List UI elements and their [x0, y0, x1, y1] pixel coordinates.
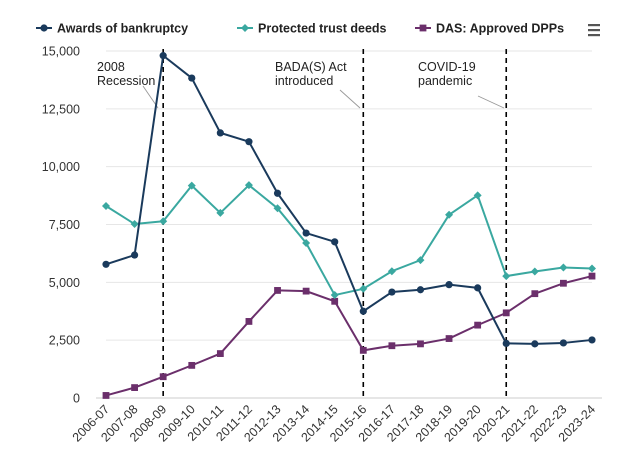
data-point-das-approved-dpps: [417, 340, 424, 348]
data-point-das-approved-dpps: [102, 392, 110, 399]
data-point-protected-trust-deeds: [559, 263, 568, 272]
data-point-das-approved-dpps: [188, 361, 196, 369]
data-point-awards-of-bankruptcy: [388, 288, 396, 296]
data-point-das-approved-dpps: [216, 350, 224, 357]
annotation-text-covid: pandemic: [418, 74, 472, 88]
data-point-awards-of-bankruptcy: [502, 339, 510, 348]
y-tick-label: 2,500: [49, 334, 80, 348]
data-point-das-approved-dpps: [445, 335, 453, 342]
data-point-awards-of-bankruptcy: [102, 260, 110, 268]
annotation-connector-covid: [477, 95, 505, 109]
y-tick-label: 5,000: [49, 276, 80, 290]
annotation-text-bada: introduced: [275, 74, 333, 88]
data-point-das-approved-dpps: [245, 318, 253, 325]
data-point-protected-trust-deeds: [588, 264, 596, 273]
data-point-das-approved-dpps: [502, 309, 510, 317]
series-line-protected-trust-deeds: [105, 184, 593, 297]
data-point-protected-trust-deeds: [216, 208, 225, 217]
legend-item-awards-of-bankruptcy[interactable]: Awards of bankruptcy: [36, 22, 188, 36]
data-point-awards-of-bankruptcy: [531, 340, 539, 348]
data-point-protected-trust-deeds: [187, 181, 196, 190]
data-point-protected-trust-deeds: [530, 267, 539, 276]
data-point-protected-trust-deeds: [359, 284, 368, 293]
data-point-das-approved-dpps: [359, 346, 367, 354]
annotation-text-bada: BADA(S) Act: [275, 60, 347, 74]
data-point-awards-of-bankruptcy: [188, 74, 196, 82]
annotation-text-recession: Recession: [97, 74, 155, 88]
annotation-connector-bada: [339, 89, 361, 109]
y-tick-label: 0: [73, 392, 80, 406]
data-point-protected-trust-deeds: [159, 217, 168, 226]
data-point-awards-of-bankruptcy: [588, 336, 596, 344]
data-point-das-approved-dpps: [131, 384, 138, 391]
y-tick-label: 10,000: [42, 160, 80, 174]
data-point-awards-of-bankruptcy: [245, 138, 253, 146]
data-point-das-approved-dpps: [588, 272, 596, 280]
series-das-approved-dpps: [102, 272, 596, 399]
data-point-protected-trust-deeds: [102, 201, 110, 210]
data-point-das-approved-dpps: [531, 290, 539, 298]
y-tick-label: 12,500: [42, 102, 80, 116]
series-awards-of-bankruptcy: [102, 52, 596, 348]
legend-label: DAS: Approved DPPs: [436, 22, 564, 36]
data-point-protected-trust-deeds: [330, 291, 339, 300]
legend-item-das-approved-dpps[interactable]: DAS: Approved DPPs: [415, 22, 564, 36]
data-point-protected-trust-deeds: [502, 272, 511, 281]
legend-label: Protected trust deeds: [258, 22, 387, 36]
data-point-das-approved-dpps: [274, 287, 281, 294]
data-point-awards-of-bankruptcy: [559, 339, 568, 347]
data-point-das-approved-dpps: [159, 373, 167, 381]
legend-swatch-marker: [419, 24, 427, 32]
data-point-awards-of-bankruptcy: [216, 129, 224, 137]
data-point-awards-of-bankruptcy: [474, 284, 482, 292]
data-point-awards-of-bankruptcy: [273, 189, 282, 197]
data-point-das-approved-dpps: [302, 287, 310, 295]
annotation-text-recession: 2008: [97, 60, 125, 74]
legend-swatch-marker: [241, 24, 249, 32]
data-point-protected-trust-deeds: [387, 267, 396, 276]
data-point-awards-of-bankruptcy: [130, 251, 139, 259]
data-point-awards-of-bankruptcy: [331, 238, 339, 246]
data-point-awards-of-bankruptcy: [445, 281, 453, 289]
data-point-das-approved-dpps: [474, 321, 482, 329]
series-line-das-approved-dpps: [105, 275, 593, 397]
data-point-das-approved-dpps: [388, 342, 396, 350]
data-point-protected-trust-deeds: [302, 239, 311, 248]
data-point-awards-of-bankruptcy: [416, 286, 425, 294]
y-tick-label: 7,500: [49, 218, 80, 232]
legend-label: Awards of bankruptcy: [57, 22, 188, 36]
axes: 02,5005,0007,50010,00012,50015,0002006-0…: [42, 45, 602, 445]
data-point-awards-of-bankruptcy: [302, 229, 310, 237]
legend[interactable]: Awards of bankruptcy Protected trust deed…: [36, 22, 564, 36]
data-point-protected-trust-deeds: [273, 204, 282, 213]
legend-swatch-marker: [40, 24, 48, 32]
series-line-awards-of-bankruptcy: [105, 54, 593, 345]
data-point-das-approved-dpps: [331, 297, 339, 305]
data-point-awards-of-bankruptcy: [359, 307, 367, 315]
series-protected-trust-deeds: [102, 181, 596, 300]
data-point-protected-trust-deeds: [130, 220, 139, 229]
data-point-protected-trust-deeds: [244, 181, 253, 190]
data-point-das-approved-dpps: [560, 279, 567, 287]
gridlines: [106, 50, 592, 341]
series-layer: [102, 52, 596, 399]
hamburger-menu-icon[interactable]: [588, 24, 600, 37]
y-tick-label: 15,000: [42, 45, 80, 59]
legend-item-protected-trust-deeds[interactable]: Protected trust deeds: [237, 22, 387, 36]
annotation-text-covid: COVID-19: [418, 60, 476, 74]
data-point-protected-trust-deeds: [445, 210, 454, 219]
data-point-awards-of-bankruptcy: [159, 52, 167, 60]
data-point-protected-trust-deeds: [473, 191, 482, 200]
data-point-protected-trust-deeds: [416, 256, 425, 265]
